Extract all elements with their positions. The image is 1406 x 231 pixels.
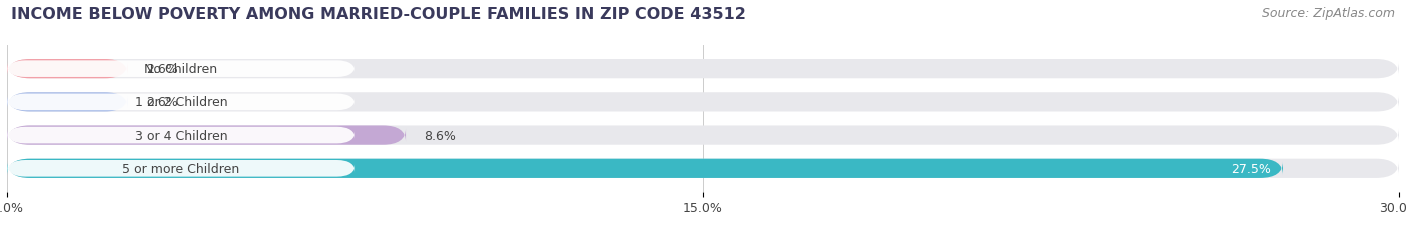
Text: 1 or 2 Children: 1 or 2 Children: [135, 96, 228, 109]
FancyBboxPatch shape: [7, 127, 354, 144]
FancyBboxPatch shape: [7, 93, 1399, 112]
FancyBboxPatch shape: [7, 60, 128, 79]
FancyBboxPatch shape: [7, 160, 354, 177]
FancyBboxPatch shape: [7, 126, 1399, 145]
FancyBboxPatch shape: [7, 159, 1284, 178]
FancyBboxPatch shape: [7, 60, 1399, 79]
FancyBboxPatch shape: [7, 126, 406, 145]
FancyBboxPatch shape: [7, 94, 354, 111]
Text: 5 or more Children: 5 or more Children: [122, 162, 239, 175]
FancyBboxPatch shape: [7, 61, 354, 78]
Text: 2.6%: 2.6%: [146, 63, 179, 76]
Text: 27.5%: 27.5%: [1232, 162, 1271, 175]
Text: INCOME BELOW POVERTY AMONG MARRIED-COUPLE FAMILIES IN ZIP CODE 43512: INCOME BELOW POVERTY AMONG MARRIED-COUPL…: [11, 7, 747, 22]
Text: 2.6%: 2.6%: [146, 96, 179, 109]
FancyBboxPatch shape: [7, 159, 1399, 178]
Text: 3 or 4 Children: 3 or 4 Children: [135, 129, 228, 142]
Text: Source: ZipAtlas.com: Source: ZipAtlas.com: [1261, 7, 1395, 20]
Text: 8.6%: 8.6%: [425, 129, 457, 142]
Text: No Children: No Children: [145, 63, 218, 76]
FancyBboxPatch shape: [7, 93, 128, 112]
